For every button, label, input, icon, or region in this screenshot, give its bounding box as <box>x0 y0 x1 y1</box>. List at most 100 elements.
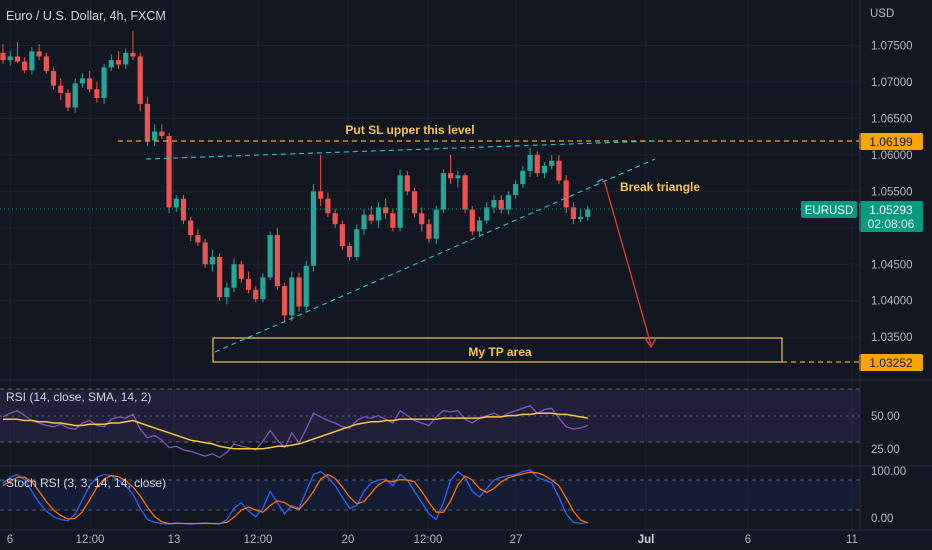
candle[interactable] <box>440 169 447 214</box>
candle[interactable] <box>375 202 382 228</box>
candle[interactable] <box>549 154 555 170</box>
candle[interactable] <box>159 124 165 139</box>
candle[interactable] <box>245 271 252 294</box>
candle[interactable] <box>556 154 562 185</box>
candle[interactable] <box>274 227 280 290</box>
candle[interactable] <box>426 219 432 243</box>
candle[interactable] <box>383 198 389 220</box>
candle[interactable] <box>0 44 6 64</box>
candle[interactable] <box>108 54 114 72</box>
candle[interactable] <box>368 205 374 225</box>
stoch-k-line[interactable] <box>2 469 588 525</box>
tp-level-badge: 1.03252 <box>859 354 923 371</box>
candle[interactable] <box>209 249 215 272</box>
candle[interactable] <box>484 202 490 225</box>
candle[interactable] <box>238 260 244 283</box>
candle[interactable] <box>29 46 35 75</box>
triangle-upper-trendline[interactable] <box>145 140 656 160</box>
candle[interactable] <box>332 208 338 228</box>
candle[interactable] <box>585 205 591 221</box>
stoch-label-100: 100.00 <box>871 466 906 478</box>
candle[interactable] <box>267 231 273 281</box>
candle[interactable] <box>281 282 288 323</box>
candle[interactable] <box>419 207 425 232</box>
candle[interactable] <box>476 216 483 237</box>
candle[interactable] <box>570 202 576 225</box>
candle[interactable] <box>115 51 122 69</box>
candle[interactable] <box>527 147 533 177</box>
candle[interactable] <box>318 154 324 206</box>
candle[interactable] <box>94 81 100 103</box>
candle[interactable] <box>231 258 237 292</box>
candle[interactable] <box>50 67 57 90</box>
candle[interactable] <box>14 41 21 64</box>
candle[interactable] <box>7 51 13 66</box>
candle[interactable] <box>79 73 86 88</box>
triangle-lower-trendline[interactable] <box>214 158 656 353</box>
candle[interactable] <box>455 170 461 188</box>
candle[interactable] <box>22 57 28 74</box>
candle[interactable] <box>346 242 353 261</box>
projection-arrow[interactable] <box>596 178 657 349</box>
candle[interactable] <box>397 169 403 232</box>
candle[interactable] <box>188 216 194 241</box>
candle[interactable] <box>72 78 78 113</box>
candle[interactable] <box>289 271 295 322</box>
rsi-ma-line[interactable] <box>3 412 588 450</box>
candle[interactable] <box>180 195 187 225</box>
candle[interactable] <box>130 30 136 61</box>
candle[interactable] <box>513 180 519 199</box>
candle[interactable] <box>505 191 511 215</box>
candle[interactable] <box>433 205 439 244</box>
candle[interactable] <box>390 209 396 232</box>
candle[interactable] <box>491 195 497 214</box>
candle[interactable] <box>578 209 584 222</box>
candle[interactable] <box>123 48 129 69</box>
candle[interactable] <box>65 89 71 112</box>
candle[interactable] <box>361 209 367 236</box>
candle[interactable] <box>166 133 172 214</box>
candle[interactable] <box>310 184 317 272</box>
candle[interactable] <box>224 282 230 305</box>
candle[interactable] <box>448 154 454 185</box>
rsi-pane[interactable]: RSI (14, close, SMA, 14, 2) 50.00 25.00 <box>0 379 932 459</box>
candle[interactable] <box>43 52 49 74</box>
candle[interactable] <box>563 175 569 214</box>
candle[interactable] <box>253 286 259 303</box>
stoch-d-line[interactable] <box>2 471 589 525</box>
symbol-badge[interactable]: EURUSD <box>801 201 857 218</box>
candle[interactable] <box>339 220 345 250</box>
candle[interactable] <box>354 224 360 261</box>
candle[interactable] <box>144 96 150 147</box>
candle[interactable] <box>195 229 201 247</box>
candle-series[interactable] <box>0 30 591 323</box>
candle[interactable] <box>469 205 475 236</box>
candle[interactable] <box>101 63 107 104</box>
candle[interactable] <box>58 78 64 101</box>
candle[interactable] <box>217 253 223 301</box>
time-axis[interactable]: 6 12:00 13 12:00 20 12:00 27 Jul 6 11 <box>7 534 858 546</box>
candle[interactable] <box>404 170 410 195</box>
candle[interactable] <box>152 124 158 147</box>
candle[interactable] <box>202 238 208 268</box>
candle[interactable] <box>137 52 143 112</box>
candle[interactable] <box>534 151 540 177</box>
candle[interactable] <box>260 273 266 303</box>
candle[interactable] <box>325 192 331 217</box>
candle[interactable] <box>303 260 309 312</box>
candle[interactable] <box>411 187 418 217</box>
rsi-line[interactable] <box>2 405 589 459</box>
candle[interactable] <box>520 165 526 188</box>
candle[interactable] <box>87 71 93 93</box>
stoch-label-0: 0.00 <box>871 513 893 525</box>
sl-level-badge: 1.06199 <box>859 133 923 150</box>
tp-area-box[interactable] <box>212 337 783 363</box>
candle[interactable] <box>462 173 468 214</box>
stoch-rsi-pane[interactable]: Stoch RSI (3, 3, 14, 14, close) 100.00 0… <box>0 465 932 525</box>
candle[interactable] <box>498 195 504 214</box>
candle[interactable] <box>541 162 548 179</box>
candle[interactable] <box>36 44 42 61</box>
price-axis[interactable]: 1.075001.070001.065001.060001.055001.050… <box>871 41 913 345</box>
candle[interactable] <box>296 273 302 312</box>
